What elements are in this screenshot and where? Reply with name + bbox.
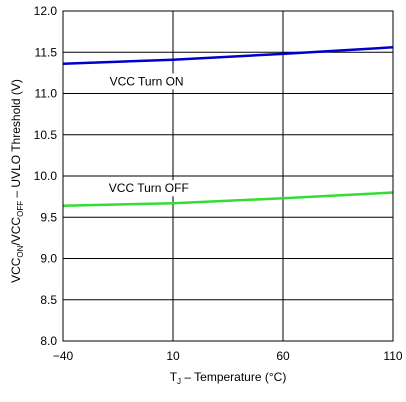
y-tick-label: 9.5 <box>40 210 57 224</box>
x-axis-title: TJ – Temperature (°C) <box>170 370 287 386</box>
x-tick-label: 110 <box>383 349 402 363</box>
y-tick-label: 11.5 <box>35 45 58 59</box>
x-tick-label: 60 <box>276 349 290 363</box>
x-tick-labels: −40 10 60 110 <box>53 349 403 363</box>
plot-frame <box>62 10 394 342</box>
y-tick-label: 10.0 <box>34 169 58 183</box>
series-lines <box>62 46 394 207</box>
series-labels: VCC Turn ON VCC Turn OFF <box>105 73 192 197</box>
y-tick-label: 9.0 <box>40 252 57 266</box>
series-label-bg <box>105 180 192 197</box>
y-tick-label: 8.0 <box>40 334 57 348</box>
y-tick-label: 8.5 <box>40 293 57 307</box>
series-line-turn-on <box>62 46 394 66</box>
series-label-turn-off: VCC Turn OFF <box>109 181 189 195</box>
series-line-turn-off <box>62 191 394 207</box>
series-label-bg <box>106 73 187 90</box>
grid-lines <box>62 10 394 342</box>
x-tick-label: 10 <box>166 349 180 363</box>
y-tick-labels: 8.0 8.5 9.0 9.5 10.0 10.5 11.0 11.5 12.0 <box>34 4 58 348</box>
series-label-turn-on: VCC Turn ON <box>110 74 184 88</box>
y-axis-title: VCCON/VCCOFF – UVLO Threshold (V) <box>9 79 25 283</box>
y-tick-label: 10.5 <box>34 128 58 142</box>
y-tick-label: 11.0 <box>35 87 58 101</box>
x-tick-label: −40 <box>53 349 74 363</box>
y-tick-label: 12.0 <box>34 4 58 18</box>
